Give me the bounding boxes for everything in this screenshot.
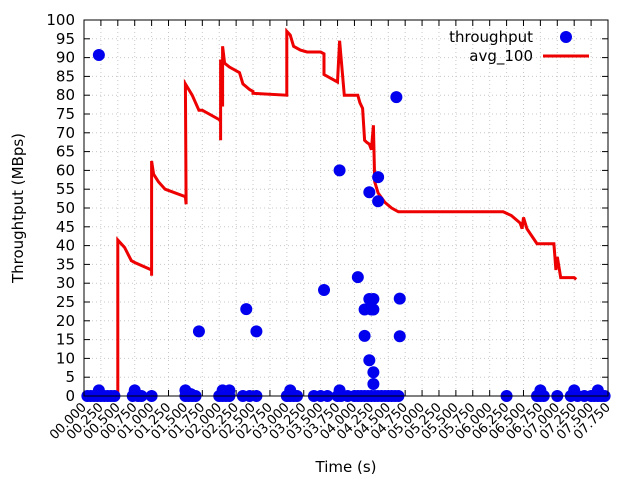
data-point-throughput (390, 91, 403, 104)
y-tick-label: 80 (56, 86, 75, 104)
plot-area (81, 27, 611, 402)
data-point-throughput (318, 283, 331, 296)
y-tick-label: 25 (56, 293, 75, 311)
grid (84, 20, 608, 396)
data-point-throughput (367, 377, 380, 390)
data-point-throughput (534, 384, 547, 397)
data-point-throughput (250, 325, 263, 338)
x-axis-label: Time (s) (315, 458, 377, 476)
y-tick-label: 40 (56, 237, 75, 255)
y-tick-label: 10 (56, 349, 75, 367)
data-point-throughput (393, 330, 406, 343)
y-tick-label: 100 (46, 11, 75, 29)
data-point-throughput (92, 384, 105, 397)
y-tick-labels: 0510152025303540455055606570758085909510… (46, 11, 75, 405)
data-point-throughput (367, 292, 380, 305)
plot-frame (83, 19, 609, 397)
data-point-throughput (284, 384, 297, 397)
y-tick-label: 50 (56, 199, 75, 217)
y-tick-label: 60 (56, 161, 75, 179)
data-point-throughput (591, 384, 604, 397)
legend-marker-throughput (560, 31, 572, 43)
data-point-throughput (333, 384, 346, 397)
ticks (83, 19, 609, 397)
y-tick-label: 45 (56, 218, 75, 236)
data-point-throughput (184, 388, 197, 401)
data-point-throughput (92, 48, 105, 61)
y-tick-label: 55 (56, 180, 75, 198)
x-tick-labels: 00.00000.25000.50000.75001.00001.25001.5… (47, 400, 614, 443)
data-point-throughput (333, 164, 346, 177)
y-tick-label: 15 (56, 331, 75, 349)
legend-label-avg-100: avg_100 (469, 47, 533, 66)
legend: throughput avg_100 (449, 28, 589, 66)
y-tick-label: 30 (56, 274, 75, 292)
y-tick-label: 85 (56, 67, 75, 85)
data-point-throughput (223, 384, 236, 397)
data-point-throughput (367, 366, 380, 379)
series-line-avg-100 (92, 27, 578, 398)
y-tick-label: 95 (56, 30, 75, 48)
data-point-throughput (393, 292, 406, 305)
y-tick-label: 75 (56, 105, 75, 123)
data-point-throughput (372, 171, 385, 184)
data-point-throughput (372, 195, 385, 208)
data-point-throughput (363, 186, 376, 199)
data-point-throughput (192, 325, 205, 338)
legend-label-throughput: throughput (449, 28, 533, 46)
y-tick-label: 70 (56, 124, 75, 142)
data-point-throughput (128, 384, 141, 397)
data-point-throughput (363, 354, 376, 367)
data-point-throughput (240, 303, 253, 316)
y-tick-label: 65 (56, 143, 75, 161)
data-point-throughput (351, 271, 364, 284)
y-tick-label: 0 (65, 387, 75, 405)
y-tick-label: 5 (65, 368, 75, 386)
data-point-throughput (568, 384, 581, 397)
data-point-throughput (358, 329, 371, 342)
y-axis-label: Throughtput (MBps) (9, 133, 27, 284)
y-tick-label: 20 (56, 312, 75, 330)
y-tick-label: 90 (56, 49, 75, 67)
y-tick-label: 35 (56, 255, 75, 273)
data-point-throughput (367, 303, 380, 316)
